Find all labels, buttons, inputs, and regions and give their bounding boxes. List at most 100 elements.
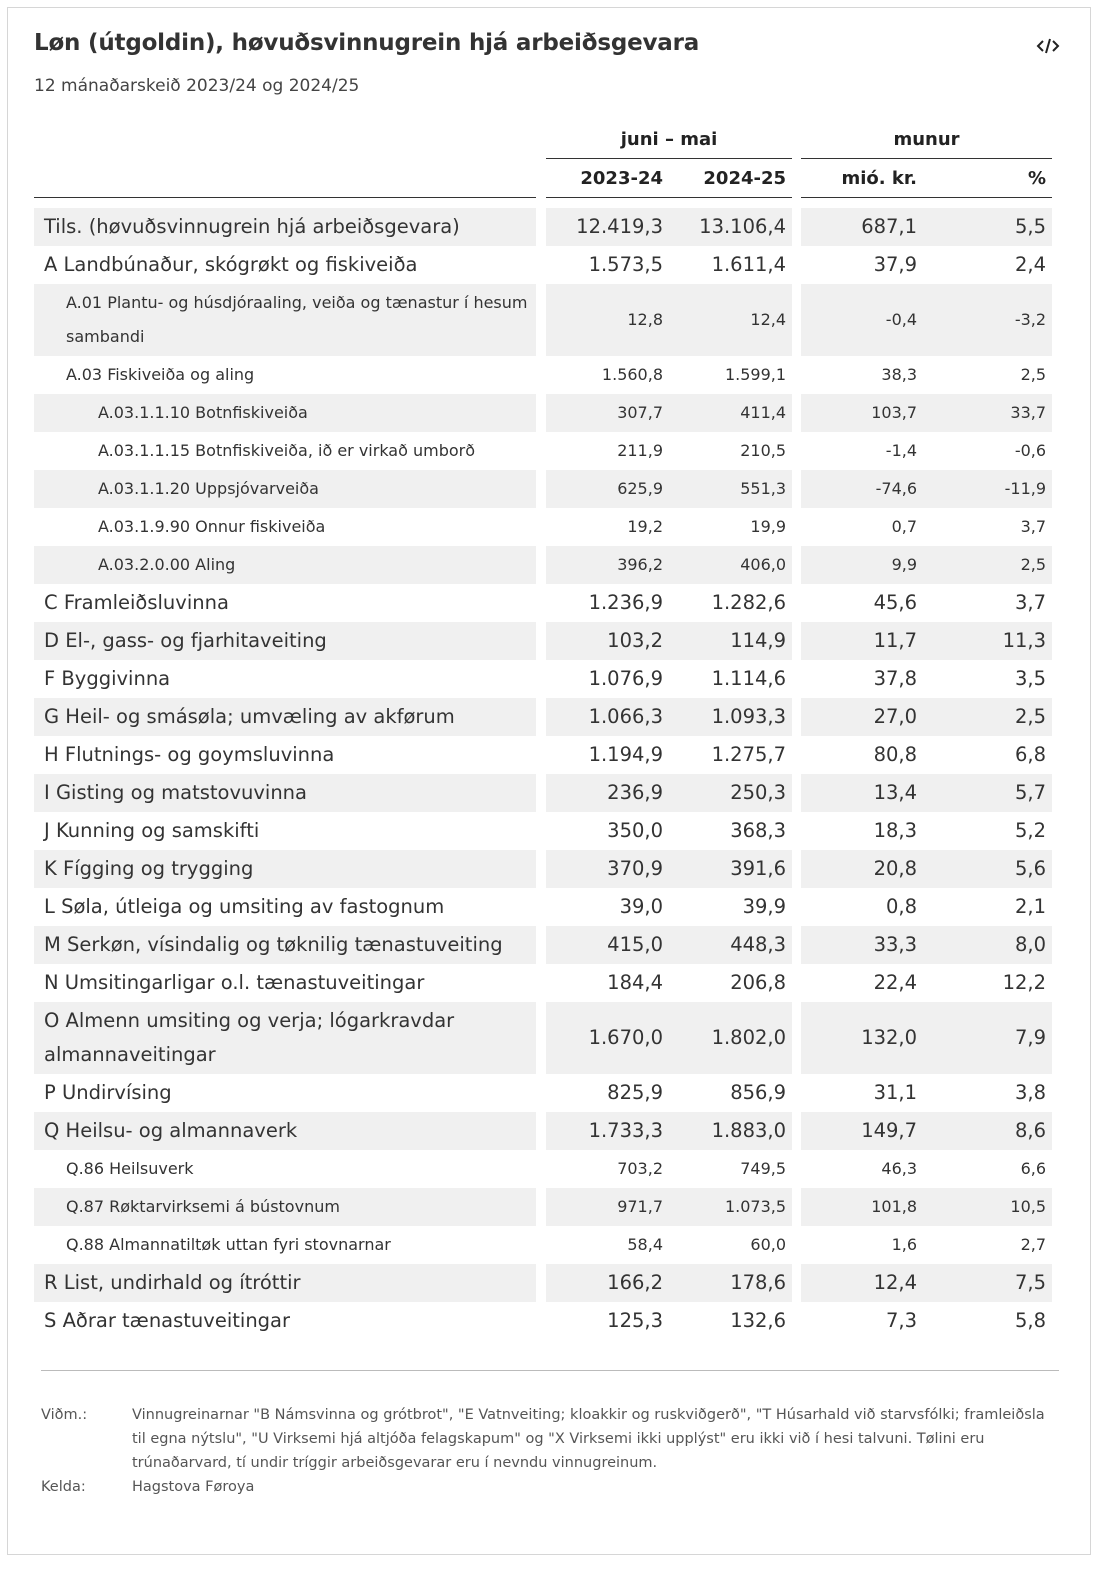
row-label: Q.88 Almannatiltøk uttan fyri stovnarnar <box>66 1235 391 1254</box>
group-header: juni – mai <box>546 120 793 159</box>
cell-value: 206,8 <box>730 971 787 994</box>
cell-value: 1.560,8 <box>601 365 663 384</box>
cell-value: 46,3 <box>881 1159 918 1178</box>
cell-value: -11,9 <box>923 470 1053 508</box>
table-row: A.03.2.0.00 Aling 396,2 406,0 9,9 2,5 <box>34 546 1053 584</box>
cell-value: 350,0 <box>607 819 663 842</box>
cell-value: 2,1 <box>1015 895 1047 918</box>
cell-value: 1.076,9 <box>588 667 663 690</box>
cell-value: 2,5 <box>1020 365 1047 384</box>
gap <box>536 284 546 356</box>
gap <box>536 1264 546 1302</box>
table-row: S Aðrar tænastuveitingar 125,3 132,6 7,3 5,8 <box>34 1302 1052 1340</box>
cell-value: 8,6 <box>923 1112 1053 1150</box>
cell-value: 5,5 <box>923 208 1053 246</box>
gap <box>536 546 546 584</box>
embed-code-icon[interactable] <box>1036 36 1060 56</box>
gap <box>792 1074 801 1112</box>
cell-value: 1.073,5 <box>669 1188 793 1226</box>
gap <box>536 774 546 812</box>
gap <box>536 1226 546 1264</box>
gap <box>792 284 801 356</box>
gap <box>792 660 801 698</box>
row-label: A.03.1.1.15 Botnfiskiveiða, ið er virkað… <box>98 441 476 460</box>
gap <box>536 1112 546 1150</box>
table-row: Q.86 Heilsuverk 703,2 749,5 46,3 6,6 <box>34 1150 1052 1188</box>
row-label: A.03.1.1.10 Botnfiskiveiða <box>34 394 536 432</box>
cell-value: 1.670,0 <box>546 1002 669 1074</box>
cell-value: 166,2 <box>546 1264 669 1302</box>
cell-value: 1.114,6 <box>711 667 787 690</box>
gap <box>536 1188 546 1226</box>
row-label: M Serkøn, vísindalig og tøknilig tænastu… <box>34 926 536 964</box>
cell-value: 132,6 <box>730 1309 787 1332</box>
frame <box>7 7 1091 1555</box>
subtitle: 12 mánaðarskeið 2023/24 og 2024/25 <box>34 76 360 96</box>
gap <box>536 736 546 774</box>
column-header: % <box>923 158 1053 198</box>
cell-value: 19,9 <box>750 517 787 536</box>
table-row: A.03.1.1.20 Uppsjóvarveiða 625,9 551,3 -74,… <box>34 470 1053 508</box>
table-row: D El-, gass- og fjarhitaveiting 103,2 114,… <box>34 622 1053 660</box>
gap <box>792 622 801 660</box>
cell-value: 11,3 <box>923 622 1053 660</box>
cell-value: 6,6 <box>1020 1159 1047 1178</box>
cell-value: 125,3 <box>607 1309 663 1332</box>
table-row: N Umsitingarligar o.l. tænastuveitingar 1… <box>34 964 1052 1002</box>
gap <box>536 1150 546 1188</box>
cell-value: 856,9 <box>730 1081 787 1104</box>
cell-value: 1.883,0 <box>669 1112 793 1150</box>
gap <box>536 508 546 546</box>
note-text: Hagstova Føroya <box>132 1479 255 1495</box>
gap <box>536 584 546 622</box>
cell-value: 9,9 <box>801 546 924 584</box>
gap <box>792 1264 801 1302</box>
title: Løn (útgoldin), høvuðsvinnugrein hjá arb… <box>34 30 700 56</box>
gap <box>536 622 546 660</box>
cell-value: 31,1 <box>873 1081 918 1104</box>
row-label: G Heil- og smásøla; umvæling av akførum <box>34 698 536 736</box>
gap <box>536 850 546 888</box>
cell-value: 45,6 <box>873 591 918 614</box>
cell-value: 1.093,3 <box>669 698 793 736</box>
row-label: I Gisting og matstovuvinna <box>34 774 536 812</box>
cell-value: -0,4 <box>801 284 924 356</box>
cell-value: 3,7 <box>1015 591 1047 614</box>
row-label: Q.86 Heilsuverk <box>66 1159 194 1178</box>
table-row: H Flutnings- og goymsluvinna 1.194,9 1.275… <box>34 736 1052 774</box>
table-row: O Almenn umsiting og verja; lógarkravdar… <box>34 1002 1053 1074</box>
gap <box>536 660 546 698</box>
gap <box>792 964 801 1002</box>
notes: Viðm.: Vinnugreinarnar "B Námsvinna og gr… <box>41 1403 1059 1499</box>
cell-value: 971,7 <box>546 1188 669 1226</box>
cell-value: 1.236,9 <box>588 591 663 614</box>
table-row: P Undirvísing 825,9 856,9 31,1 3,8 <box>34 1074 1052 1112</box>
cell-value: 3,8 <box>1015 1081 1047 1104</box>
gap <box>536 698 546 736</box>
cell-value: 406,0 <box>669 546 793 584</box>
gap <box>792 432 801 470</box>
cell-value: 33,7 <box>923 394 1053 432</box>
cell-value: 396,2 <box>546 546 669 584</box>
cell-value: 2,4 <box>1015 253 1047 276</box>
data-table: juni – mai munur 2023-24 2024-25 mió. kr… <box>34 120 1053 1340</box>
row-label: H Flutnings- og goymsluvinna <box>44 743 335 766</box>
note: Viðm.: Vinnugreinarnar "B Námsvinna og gr… <box>41 1403 1059 1475</box>
row-label: A Landbúnaður, skógrøkt og fiskiveiða <box>44 253 418 276</box>
cell-value: 1.573,5 <box>588 253 663 276</box>
cell-value: 27,0 <box>801 698 924 736</box>
gap <box>536 470 546 508</box>
table-row: F Byggivinna 1.076,9 1.114,6 37,8 3,5 <box>34 660 1052 698</box>
table-row: A.03.1.1.10 Botnfiskiveiða 307,7 411,4 103,… <box>34 394 1053 432</box>
cell-value: 12.419,3 <box>546 208 669 246</box>
cell-value: 58,4 <box>627 1235 663 1254</box>
cell-value: 12,2 <box>1002 971 1047 994</box>
row-label: Tils. (høvuðsvinnugrein hjá arbeiðsgevar… <box>34 208 536 246</box>
cell-value: 1.802,0 <box>669 1002 793 1074</box>
row-label: A.01 Plantu- og húsdjóraaling, veiða og … <box>34 284 536 356</box>
table-row: Tils. (høvuðsvinnugrein hjá arbeiðsgevar… <box>34 208 1053 246</box>
cell-value: 7,5 <box>923 1264 1053 1302</box>
table-row: Q Heilsu- og almannaverk 1.733,3 1.883,0 14… <box>34 1112 1053 1150</box>
gap <box>792 546 801 584</box>
column-header: 2024-25 <box>669 158 793 198</box>
